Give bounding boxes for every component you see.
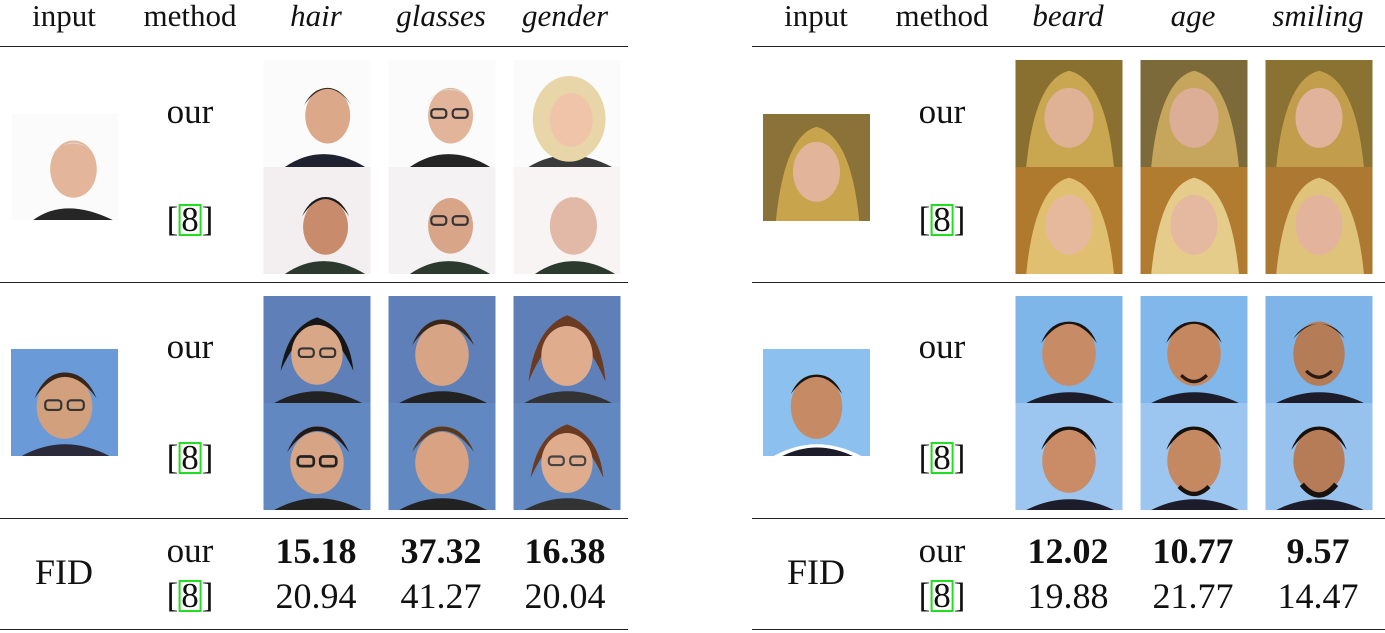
header-rule (0, 46, 628, 47)
header-attr-smiling: smiling (1272, 0, 1364, 33)
result-face-image (388, 296, 496, 403)
result-face-image (1015, 167, 1123, 274)
citation-ref-8[interactable]: 8 (178, 202, 202, 237)
input-face-image (763, 349, 870, 456)
result-face-image (1015, 60, 1123, 167)
left-panel: input method hair glasses gender our [8]… (0, 0, 628, 633)
result-face-image (388, 60, 496, 167)
fid-rule (752, 518, 1385, 519)
header-attr-beard: beard (1032, 0, 1104, 33)
fid-our-smiling: 9.57 (1286, 531, 1350, 571)
fid-method-ref: [8] (166, 576, 214, 615)
result-face-image (1265, 403, 1373, 510)
header-attr-hair: hair (290, 0, 342, 33)
fid-our-hair: 15.18 (275, 531, 357, 571)
header-rule (752, 46, 1385, 47)
fid-ref-smiling: 14.47 (1277, 576, 1359, 616)
fid-label: FID (34, 552, 94, 592)
citation-ref-8[interactable]: 8 (930, 202, 954, 237)
result-face-image (513, 167, 621, 274)
header-input: input (32, 0, 96, 33)
result-face-image (1140, 403, 1248, 510)
fid-method-ref: [8] (918, 576, 966, 615)
result-face-image (263, 296, 371, 403)
method-label-ref: [8] (166, 200, 214, 239)
citation-ref-8[interactable]: 8 (178, 440, 202, 475)
result-face-image (388, 167, 496, 274)
fid-label: FID (786, 552, 846, 592)
fid-ref-glasses: 41.27 (400, 576, 482, 616)
fid-our-gender: 16.38 (524, 531, 606, 571)
header-attr-age: age (1170, 0, 1216, 33)
method-label-our: our (918, 327, 966, 366)
input-face-image (12, 114, 118, 220)
bottom-rule (752, 629, 1385, 630)
header-input: input (784, 0, 848, 33)
citation-ref-8[interactable]: 8 (930, 440, 954, 475)
header-attr-glasses: glasses (396, 0, 486, 33)
fid-ref-age: 21.77 (1152, 576, 1234, 616)
method-label-ref: [8] (918, 438, 966, 477)
header-method: method (895, 0, 989, 33)
result-face-image (263, 167, 371, 274)
result-face-image (1265, 60, 1373, 167)
result-face-image (1015, 403, 1123, 510)
fid-method-our: our (166, 531, 214, 570)
fid-our-beard: 12.02 (1027, 531, 1109, 571)
fid-rule (0, 518, 628, 519)
result-face-image (1140, 167, 1248, 274)
fid-ref-hair: 20.94 (275, 576, 357, 616)
fid-our-glasses: 37.32 (400, 531, 482, 571)
result-face-image (1265, 167, 1373, 274)
result-face-image (1015, 296, 1123, 403)
method-label-our: our (166, 92, 214, 131)
result-face-image (263, 403, 371, 510)
bottom-rule (0, 629, 628, 630)
result-face-image (1140, 296, 1248, 403)
result-face-image (263, 60, 371, 167)
method-label-our: our (918, 92, 966, 131)
method-label-our: our (166, 327, 214, 366)
fid-ref-beard: 19.88 (1027, 576, 1109, 616)
method-label-ref: [8] (918, 200, 966, 239)
result-face-image (1140, 60, 1248, 167)
row-separator-rule (0, 282, 628, 283)
result-face-image (513, 403, 621, 510)
fid-our-age: 10.77 (1152, 531, 1234, 571)
header-attr-gender: gender (521, 0, 609, 33)
citation-ref-8[interactable]: 8 (178, 578, 202, 613)
result-face-image (388, 403, 496, 510)
result-face-image (513, 60, 621, 167)
fid-ref-gender: 20.04 (524, 576, 606, 616)
fid-method-our: our (918, 531, 966, 570)
input-face-image (11, 349, 118, 456)
result-face-image (1265, 296, 1373, 403)
result-face-image (513, 296, 621, 403)
citation-ref-8[interactable]: 8 (930, 578, 954, 613)
input-face-image (763, 114, 870, 221)
row-separator-rule (752, 282, 1385, 283)
header-method: method (143, 0, 237, 33)
method-label-ref: [8] (166, 438, 214, 477)
right-panel: input method beard age smiling our [8] o… (752, 0, 1385, 633)
